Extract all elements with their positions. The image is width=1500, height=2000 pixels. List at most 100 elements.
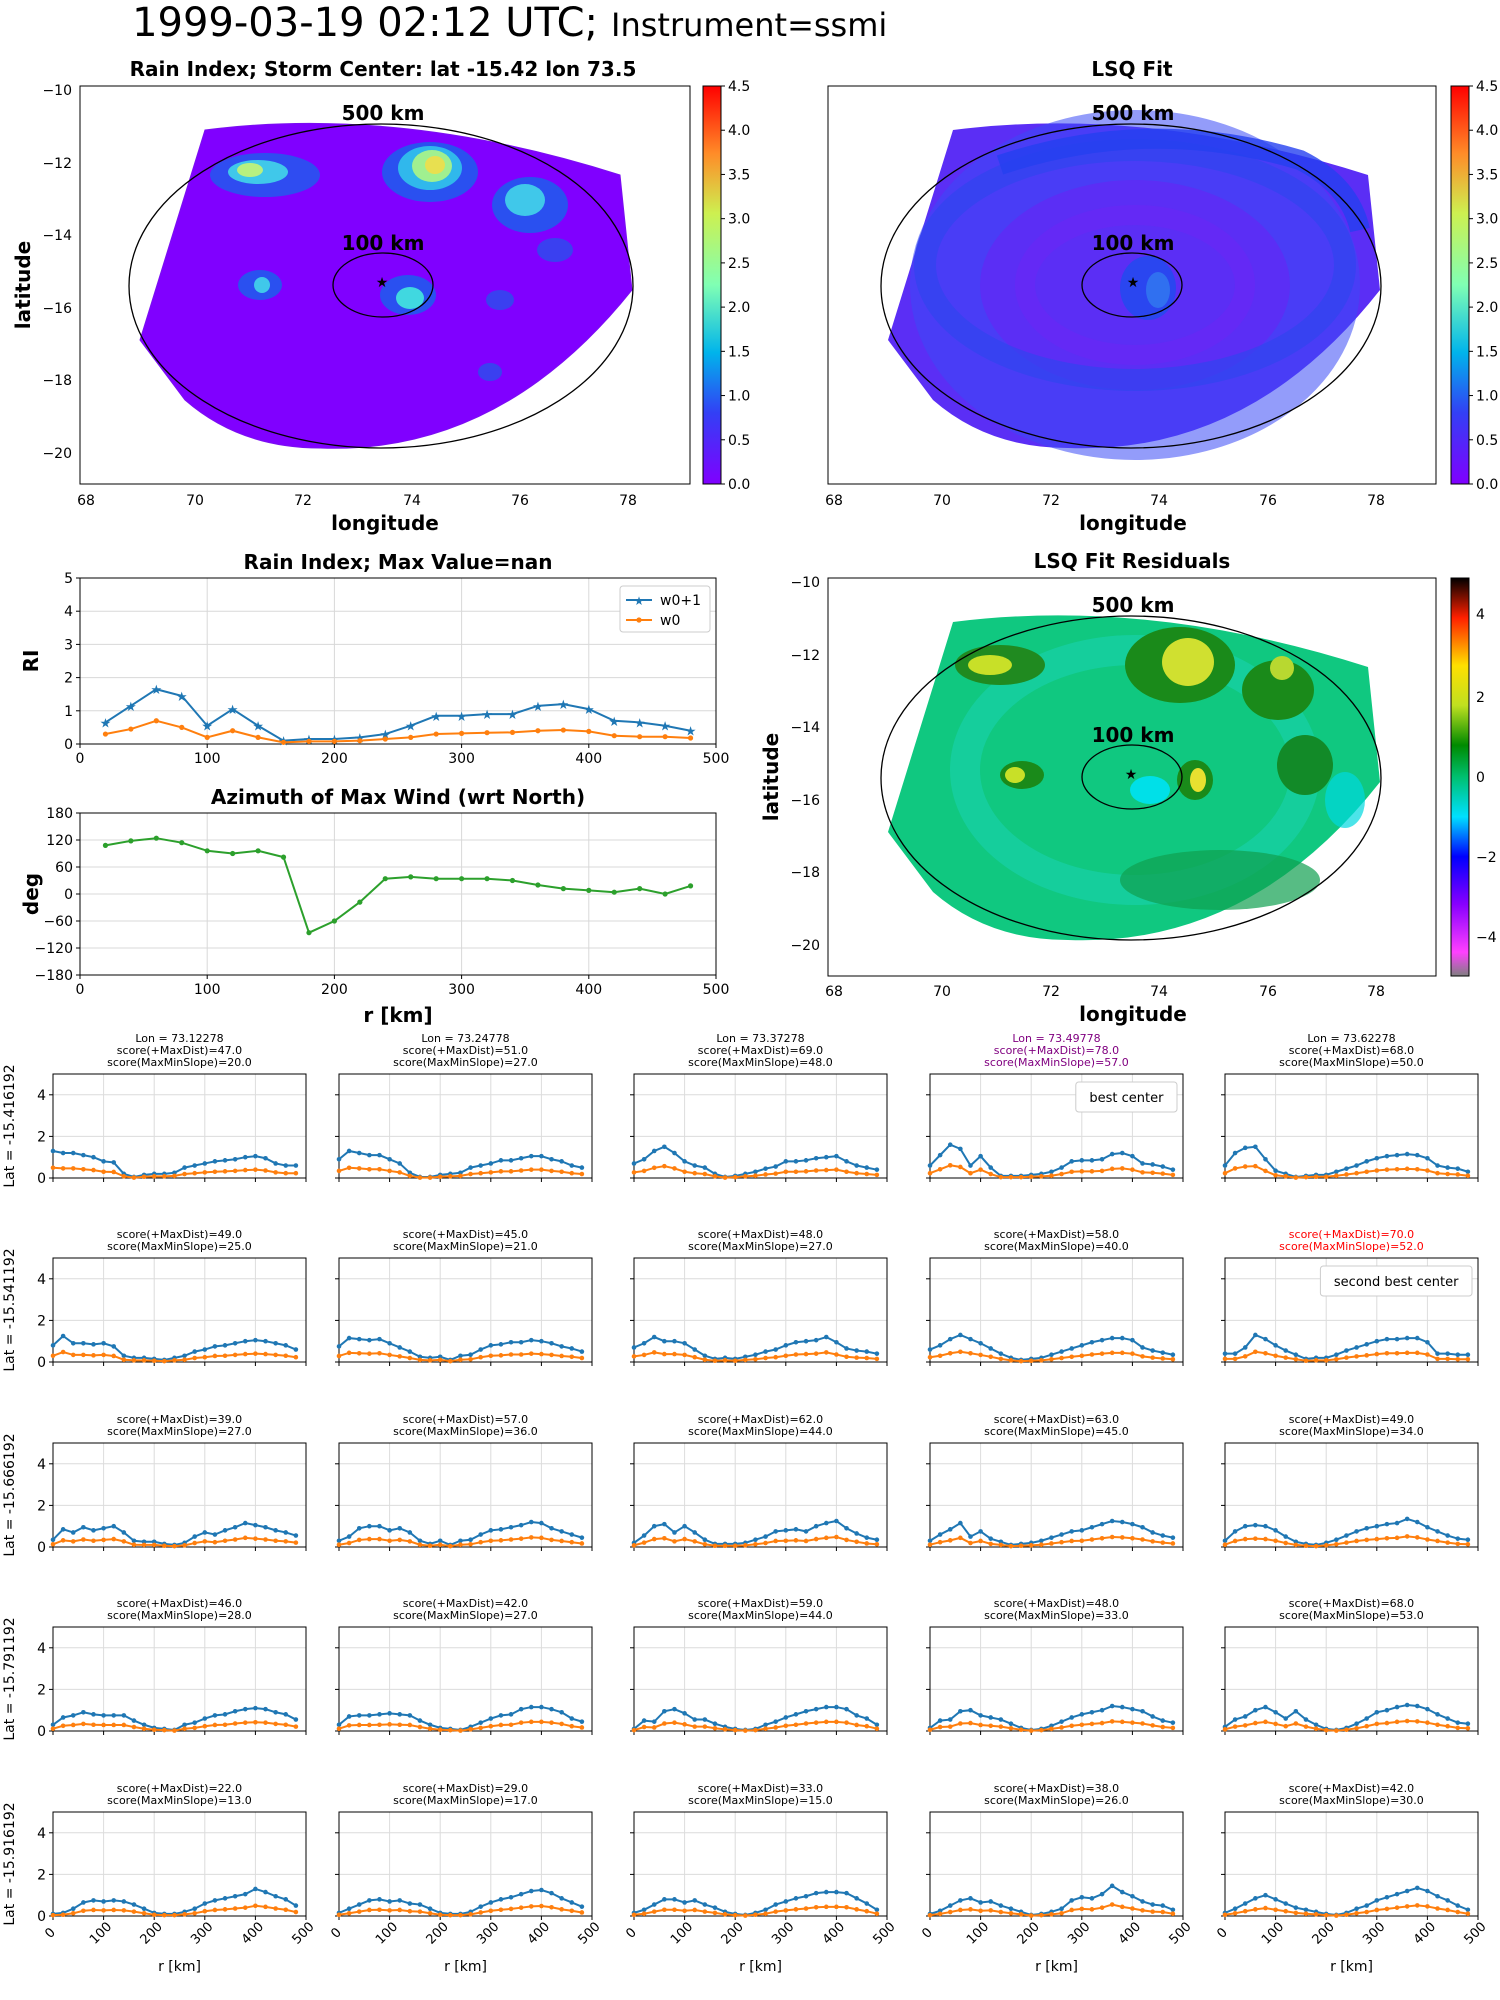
data-point <box>283 1530 289 1535</box>
data-point <box>559 1907 564 1912</box>
data-point <box>528 1351 534 1356</box>
data-point <box>448 1727 453 1733</box>
data-point <box>222 1907 228 1912</box>
data-point <box>70 1352 76 1358</box>
data-point <box>253 1705 258 1711</box>
data-point <box>1455 1172 1461 1177</box>
xtick-label: 500 <box>703 751 730 767</box>
data-point <box>844 1890 849 1896</box>
data-point <box>1293 1910 1299 1916</box>
data-point <box>111 1523 117 1529</box>
xtick-label: 400 <box>1411 1919 1439 1947</box>
data-point <box>773 1725 778 1730</box>
data-point <box>60 1333 66 1339</box>
data-point <box>70 1530 76 1535</box>
data-point <box>651 1334 657 1340</box>
data-point <box>121 1353 127 1359</box>
data-point <box>153 835 159 841</box>
data-point <box>382 876 388 882</box>
data-point <box>346 1910 352 1916</box>
data-point <box>459 876 465 882</box>
data-point <box>1273 1343 1278 1348</box>
figure-title: 1999-03-19 02:12 UTC; <box>132 0 598 46</box>
data-point <box>947 1717 953 1722</box>
data-point <box>60 1723 66 1729</box>
data-point <box>1049 1352 1054 1358</box>
data-point <box>1394 1152 1400 1158</box>
data-point <box>1344 1355 1349 1360</box>
data-point <box>382 736 388 742</box>
lsq-residuals-map-title: LSQ Fit Residuals <box>1034 549 1231 573</box>
data-point <box>1018 1727 1024 1733</box>
data-point <box>823 1535 829 1541</box>
data-point <box>927 1163 933 1168</box>
data-point <box>101 1713 106 1718</box>
data-point <box>293 1909 299 1915</box>
data-point <box>232 1352 238 1358</box>
data-point <box>1374 1351 1380 1357</box>
data-point <box>204 734 210 740</box>
data-point <box>468 1171 473 1177</box>
data-point <box>641 1156 647 1162</box>
data-point <box>162 1727 167 1733</box>
data-point <box>988 1723 994 1729</box>
data-point <box>702 1353 708 1359</box>
data-point <box>998 1903 1004 1908</box>
plot-frame <box>52 1073 307 1179</box>
data-point <box>263 1168 268 1173</box>
data-point <box>1414 1903 1420 1908</box>
data-point <box>1354 1725 1359 1731</box>
data-point <box>651 1350 657 1355</box>
data-point <box>1344 1172 1349 1177</box>
ytick-label: 60 <box>55 860 73 876</box>
data-point <box>1130 1706 1135 1712</box>
data-point <box>1303 1907 1309 1913</box>
data-point <box>1079 1169 1085 1174</box>
data-point <box>1313 1722 1319 1728</box>
ytick-label: 0 <box>37 1540 46 1556</box>
data-point <box>212 1159 218 1164</box>
xtick: 72 <box>294 493 312 509</box>
data-point <box>1445 1165 1450 1170</box>
data-point <box>1130 1521 1135 1527</box>
data-point <box>417 1724 423 1730</box>
data-point <box>712 1174 718 1179</box>
data-point <box>1242 1145 1248 1151</box>
data-point <box>336 1538 342 1544</box>
data-point <box>1232 1906 1238 1912</box>
data-point <box>293 1170 299 1176</box>
series-line <box>338 1706 583 1731</box>
data-point <box>773 1347 778 1352</box>
data-point <box>1232 1538 1238 1544</box>
cell-score-label: score(+MaxDist)=42.0 <box>1289 1782 1414 1795</box>
data-point <box>192 1540 197 1546</box>
rain-index-map-xaxis: 68 70 72 74 76 78 longitude <box>77 493 637 535</box>
plot-frame <box>929 1811 1184 1917</box>
data-point <box>498 1527 504 1532</box>
data-point <box>528 1719 534 1725</box>
data-point <box>508 1158 514 1163</box>
data-point: ★ <box>125 700 137 715</box>
data-point <box>1313 1912 1319 1917</box>
data-point <box>437 1912 443 1918</box>
data-point <box>958 1349 963 1355</box>
data-point <box>569 1900 575 1905</box>
plot-frame <box>79 577 717 745</box>
ytick-label: 3 <box>64 637 73 653</box>
data-point <box>793 1339 799 1345</box>
data-point <box>1435 1712 1440 1717</box>
data-point <box>1384 1336 1390 1342</box>
data-point <box>539 1535 544 1541</box>
data-point <box>1263 1719 1268 1725</box>
data-point <box>70 1150 76 1156</box>
data-point <box>722 1358 728 1363</box>
data-point <box>417 1542 423 1548</box>
data-point <box>222 1722 228 1728</box>
data-point <box>549 1890 554 1896</box>
data-point <box>988 1536 994 1541</box>
data-point <box>844 1904 849 1910</box>
note-label: second best center <box>1334 1275 1459 1290</box>
data-point <box>458 1173 463 1179</box>
data-point <box>1323 1174 1329 1180</box>
colorbar-tick: 3.0 <box>728 212 750 228</box>
